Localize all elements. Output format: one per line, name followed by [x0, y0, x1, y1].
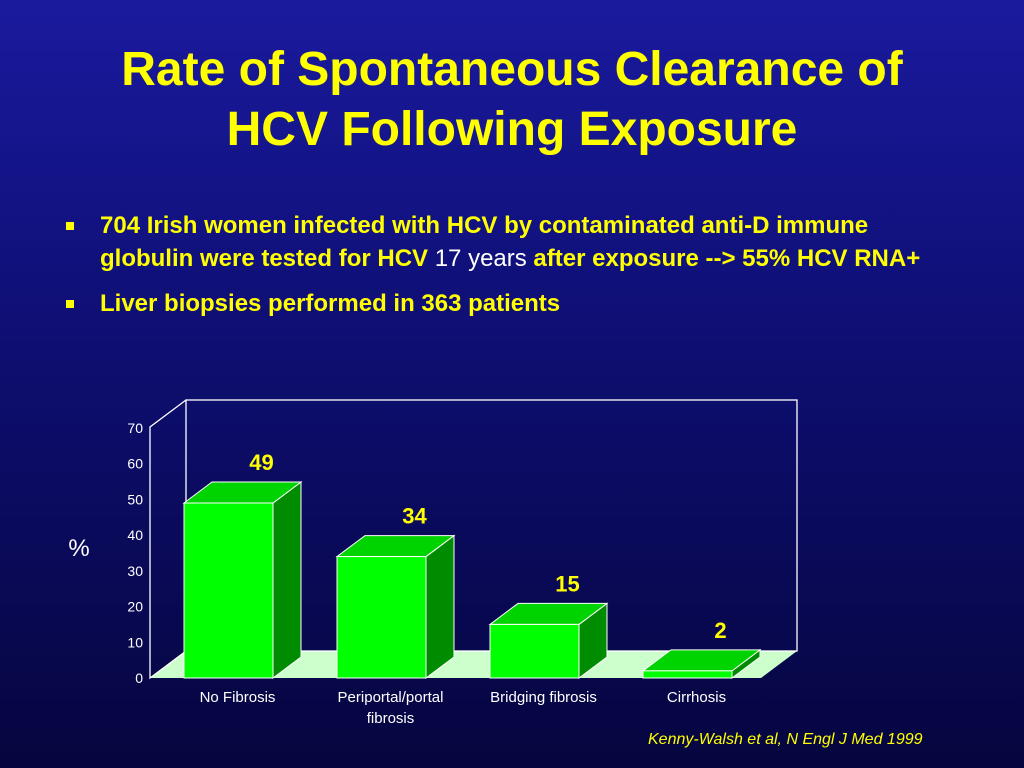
y-axis-label: %: [68, 535, 89, 562]
bullet-highlight: 17 years: [434, 245, 527, 272]
bullet-text-after: after exposure --> 55% HCV RNA+: [526, 245, 921, 272]
bullet-square-icon: [66, 300, 74, 308]
bar-front: [489, 623, 580, 679]
bar: [488, 602, 609, 679]
chart-side-wall: [149, 399, 187, 680]
bars: [182, 481, 762, 679]
x-category-label: No Fibrosis: [200, 689, 276, 706]
y-tick-label: 20: [127, 599, 143, 615]
y-axis: 0 10 20 30 40 50 60 70: [127, 420, 143, 686]
y-tick-label: 10: [127, 634, 143, 650]
x-category-label: Periportal/portal fibrosis: [338, 689, 444, 727]
bar-front: [183, 502, 274, 679]
title-line-1: Rate of Spontaneous Clearance of: [121, 43, 903, 96]
bullet-item: 704 Irish women infected with HCV by con…: [62, 209, 962, 275]
data-label: 2: [714, 618, 726, 643]
x-category-label: Bridging fibrosis: [490, 689, 597, 706]
bar-side: [272, 481, 302, 679]
y-tick-label: 30: [127, 563, 143, 579]
bullet-square-icon: [66, 222, 74, 230]
y-tick-label: 50: [127, 491, 143, 507]
title-line-2: HCV Following Exposure: [226, 103, 798, 156]
data-label: 34: [402, 504, 427, 529]
y-tick-label: 40: [127, 527, 143, 543]
data-label: 15: [555, 571, 579, 596]
chart-floor: [150, 651, 797, 678]
bar-front: [642, 670, 733, 679]
data-labels: 49 34 15 2: [249, 450, 726, 643]
bar: [182, 481, 303, 679]
x-category-label: Cirrhosis: [667, 689, 726, 706]
y-tick-label: 0: [135, 670, 143, 686]
slide-title: Rate of Spontaneous Clearance of HCV Fol…: [0, 40, 1024, 160]
x-axis-categories: No Fibrosis Periportal/portal fibrosis Brid…: [200, 689, 727, 727]
bullet-text: 704 Irish women infected with HCV by con…: [100, 212, 869, 272]
y-tick-label: 70: [127, 420, 143, 436]
bar-front: [336, 556, 427, 679]
y-tick-label: 60: [127, 456, 143, 472]
bullet-item: Liver biopsies performed in 363 patients: [62, 287, 962, 320]
bar: [335, 534, 456, 679]
citation: Kenny-Walsh et al, N Engl J Med 1999: [648, 731, 923, 748]
data-label: 49: [249, 450, 273, 475]
bar: [641, 648, 762, 679]
bullet-list: 704 Irish women infected with HCV by con…: [62, 209, 962, 332]
bar-side: [425, 534, 455, 679]
bullet-text: Liver biopsies performed in 363 patients: [100, 290, 561, 317]
